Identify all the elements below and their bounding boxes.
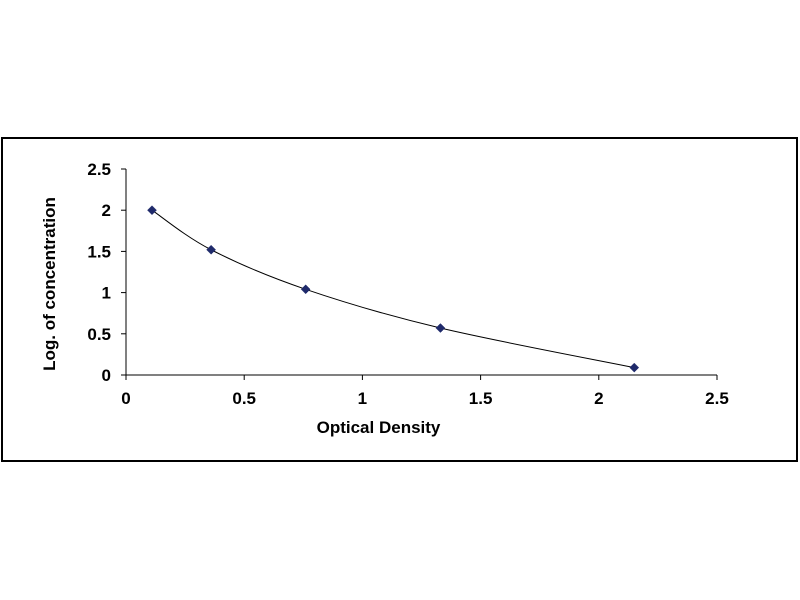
data-point: [629, 362, 640, 373]
y-tick-label: 1: [102, 284, 111, 303]
x-tick-label: 1: [358, 389, 367, 408]
data-points: [147, 205, 640, 373]
axes: [121, 168, 718, 380]
x-tick-label: 0.5: [232, 389, 256, 408]
x-tick-labels: 0 0.5 1 1.5 2 2.5: [121, 389, 729, 408]
y-tick-label: 1.5: [87, 242, 111, 261]
y-tick-label: 2.5: [87, 160, 111, 179]
y-axis-label: Log. of concentration: [40, 197, 59, 371]
x-tick-label: 0: [121, 389, 130, 408]
data-point: [147, 205, 157, 216]
fit-curve: [151, 209, 635, 369]
x-axis-label: Optical Density: [317, 418, 441, 437]
y-tick-label: 2: [102, 201, 111, 220]
x-tick-label: 2: [594, 389, 603, 408]
chart-plot: 0 0.5 1 1.5 2 2.5 0 0.5 1 1.5 2 2.5 Optical Densit…: [40, 160, 729, 437]
data-point: [435, 323, 446, 333]
y-tick-label: 0.5: [87, 325, 111, 344]
chart-frame: 0 0.5 1 1.5 2 2.5 0 0.5 1 1.5 2 2.5 Optical Densit…: [1, 137, 798, 462]
data-point: [300, 284, 311, 295]
x-tick-label: 2.5: [705, 389, 729, 408]
data-point: [206, 244, 216, 255]
y-tick-labels: 0 0.5 1 1.5 2 2.5: [87, 160, 111, 385]
x-tick-label: 1.5: [469, 389, 493, 408]
y-tick-label: 0: [102, 366, 111, 385]
